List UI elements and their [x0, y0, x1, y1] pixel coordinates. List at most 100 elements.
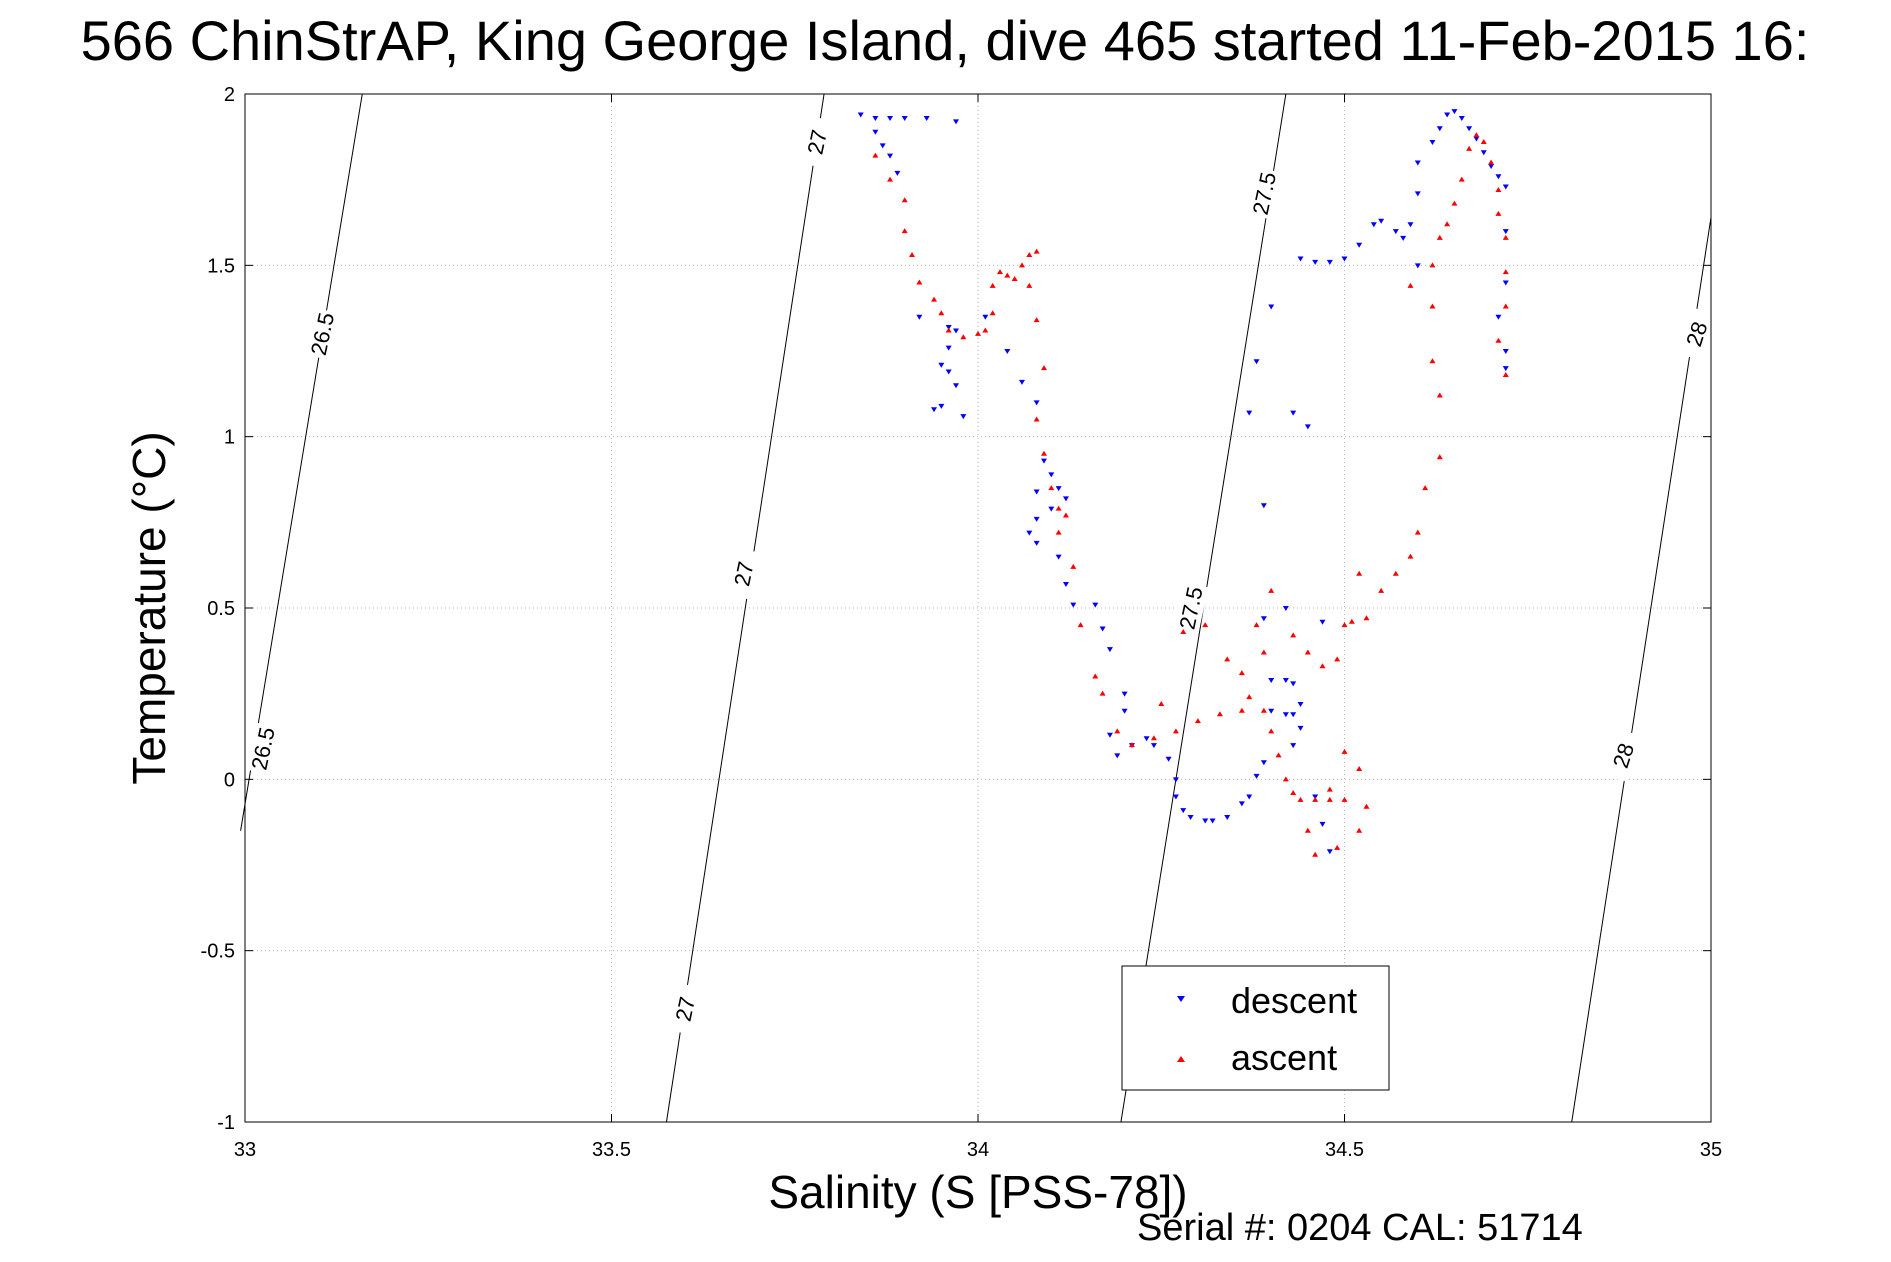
- descent-point: [1040, 458, 1047, 464]
- ascent-point: [1040, 365, 1047, 371]
- ascent-point: [1341, 748, 1348, 754]
- descent-point: [1180, 808, 1187, 814]
- ascent-point: [1363, 803, 1370, 809]
- ascent-point: [1246, 694, 1253, 700]
- descent-point: [1055, 486, 1062, 492]
- descent-point: [960, 414, 967, 420]
- descent-point: [1407, 222, 1414, 228]
- descent-point: [1436, 126, 1443, 132]
- ascent-point: [1268, 728, 1275, 734]
- isopycnal-label-bg: [725, 547, 762, 600]
- ascent-point: [1304, 827, 1311, 833]
- legend-label-descent: descent: [1231, 980, 1357, 1021]
- x-tick-label: 33.5: [592, 1139, 631, 1161]
- descent-point: [1473, 136, 1480, 142]
- descent-point: [1106, 732, 1113, 738]
- ascent-point: [1180, 628, 1187, 634]
- ascent-point: [1253, 622, 1260, 628]
- descent-point: [1026, 530, 1033, 536]
- ascent-point: [1495, 337, 1502, 343]
- descent-point: [1268, 708, 1275, 714]
- ascent-point: [1444, 221, 1451, 227]
- descent-point: [1392, 229, 1399, 235]
- descent-point: [1326, 849, 1333, 855]
- ascent-point: [989, 282, 996, 288]
- ascent-point: [1158, 700, 1165, 706]
- ascent-point: [1238, 670, 1245, 676]
- descent-point: [1238, 801, 1245, 807]
- legend-marker-ascent: [1177, 1056, 1185, 1062]
- descent-point: [1099, 626, 1106, 632]
- ascent-point: [1502, 269, 1509, 275]
- ascent-point: [1451, 200, 1458, 206]
- descent-point: [1297, 256, 1304, 262]
- ascent-point: [1422, 485, 1429, 491]
- descent-point: [982, 314, 989, 320]
- descent-point: [1414, 263, 1421, 269]
- descent-point: [1172, 794, 1179, 800]
- descent-point: [1282, 712, 1289, 718]
- descent-point: [1502, 349, 1509, 354]
- descent-point: [1370, 222, 1377, 228]
- gridlines: [245, 94, 1711, 1122]
- descent-point: [931, 407, 938, 413]
- ascent-point: [1341, 622, 1348, 628]
- legend-marker-descent: [1177, 996, 1185, 1002]
- isopycnal-label-group: 27: [667, 982, 703, 1036]
- descent-point: [1502, 366, 1509, 372]
- ascent-point: [1018, 262, 1025, 268]
- descent-point: [953, 119, 960, 125]
- ascent-point: [1488, 159, 1495, 165]
- descent-point: [1495, 174, 1502, 180]
- descent-point: [1055, 554, 1062, 560]
- ascent-point: [1502, 303, 1509, 309]
- descent-point: [1268, 677, 1275, 683]
- ascent-point: [1502, 234, 1509, 240]
- legend-box: [1121, 965, 1390, 1091]
- isopycnal-line: [240, 93, 363, 831]
- descent-point: [1106, 647, 1113, 653]
- descent-point: [1290, 712, 1297, 718]
- ascent-point: [872, 152, 879, 158]
- y-axis-label: Temperature (°C): [123, 431, 175, 784]
- descent-point: [1356, 242, 1363, 248]
- ascent-point: [1341, 796, 1348, 802]
- descent-point: [916, 314, 923, 320]
- ascent-point: [1055, 505, 1062, 511]
- ascent-point: [1282, 776, 1289, 782]
- ascent-point: [1033, 317, 1040, 323]
- y-tick-label: 2: [224, 84, 235, 106]
- isopycnal-label-bg: [1172, 581, 1209, 635]
- ascent-point: [989, 310, 996, 316]
- ascent-point: [1326, 786, 1333, 792]
- descent-point: [1187, 815, 1194, 821]
- descent-point: [1304, 424, 1311, 430]
- isopycnal-label-bg: [1603, 728, 1643, 783]
- legend: descent ascent: [1121, 965, 1390, 1091]
- ascent-point: [1216, 711, 1223, 717]
- descent-point: [1319, 821, 1326, 827]
- ascent-point: [1407, 282, 1414, 288]
- ascent-point: [1026, 252, 1033, 258]
- legend-label-ascent: ascent: [1231, 1037, 1337, 1078]
- ascent-point: [1026, 282, 1033, 288]
- ascent-point: [1099, 690, 1106, 696]
- ascent-point: [1304, 649, 1311, 655]
- ascent-point: [1040, 450, 1047, 456]
- ascent-point: [1033, 416, 1040, 422]
- ascent-point: [975, 330, 981, 336]
- descent-point: [1400, 235, 1407, 241]
- ascent-point: [1268, 587, 1275, 593]
- descent-point: [879, 143, 886, 149]
- descent-point: [1092, 602, 1099, 608]
- descent-point: [1143, 736, 1150, 742]
- y-tick-label: 1: [224, 427, 235, 449]
- descent-point: [1458, 115, 1465, 121]
- ascent-point: [1224, 656, 1231, 662]
- isopycnal-label-bg: [1676, 307, 1717, 361]
- ascent-point: [1077, 622, 1084, 628]
- descent-point: [1326, 259, 1333, 265]
- descent-point: [923, 115, 930, 121]
- ascent-point: [1275, 752, 1282, 758]
- descent-point: [1172, 777, 1179, 783]
